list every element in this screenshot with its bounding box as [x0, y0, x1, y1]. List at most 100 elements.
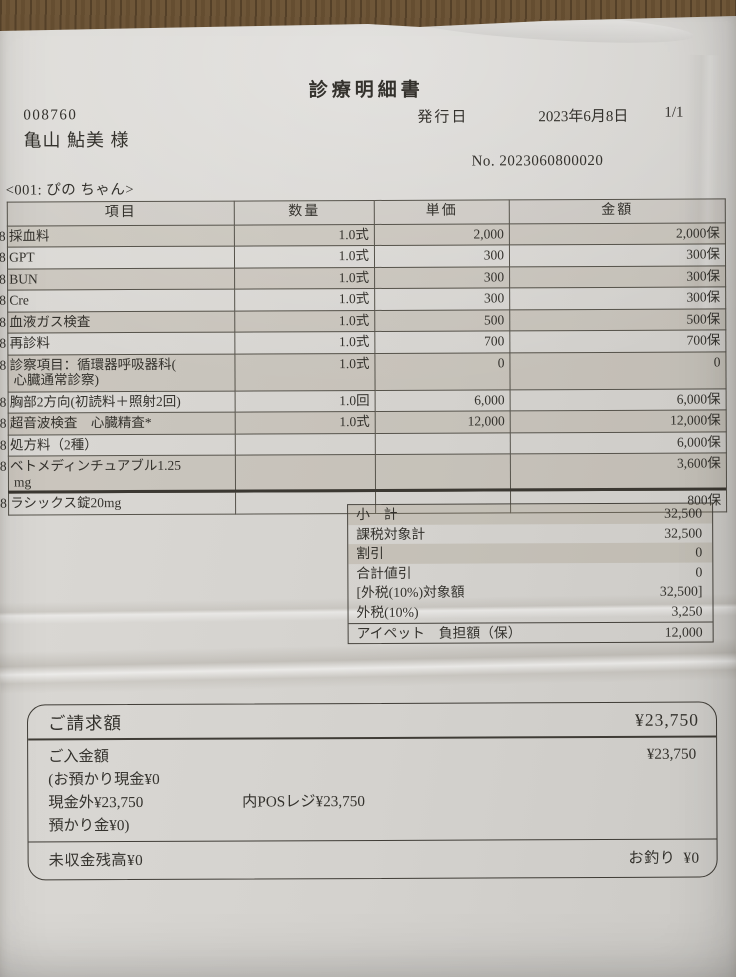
non-cash-amount: 現金外¥23,750 [48, 793, 144, 812]
item-cell: 06/08 GPT [0, 246, 235, 269]
amount-cell: 300保 [509, 244, 726, 267]
pos-register-amount: 内POSレジ¥23,750 [242, 793, 365, 811]
summary-row: [外税(10%)対象額 32,500] [348, 582, 712, 603]
table-row: 06/08 採血料 1.0式 2,000 2,000保 [0, 222, 726, 248]
item-cell: 06/08 再診料 [0, 332, 235, 355]
change-label: お釣り [628, 849, 676, 867]
patient-name: 亀山 鮎美 様 [23, 130, 130, 151]
table-body: 06/08 採血料 1.0式 2,000 2,000保 06/08 GPT 1.… [0, 222, 727, 515]
item-cell: 06/08 ベトメディンチュアブル1.25 mg [0, 455, 236, 494]
unit-price-cell [375, 454, 511, 492]
table-header-row: 項目 数量 単価 金額 [7, 198, 726, 227]
qty-cell: 1.0式 [234, 224, 375, 247]
issue-date: 2023年6月8日 [538, 108, 629, 126]
table-row: 06/08 再診料 1.0式 700 700保 [0, 330, 726, 355]
cash-deposit-line: (お預かり現金¥0 [48, 770, 160, 789]
received-amount: ¥23,750 [646, 745, 697, 763]
unit-price-cell: 300 [374, 245, 510, 268]
change-amount: ¥0 [683, 849, 700, 867]
amount-cell: 6,000保 [510, 431, 727, 455]
received-row: ご入金額 ¥23,750 [48, 743, 696, 769]
received-label: ご入金額 [48, 748, 109, 766]
unit-price-cell: 700 [374, 330, 510, 353]
summary-box: 小 計 32,500 課税対象計 32,500 割引 0 合計値引 [347, 502, 714, 645]
table-row: 06/08 処方料（2種） 6,000保 [0, 431, 727, 457]
qty-cell: 1.0式 [234, 352, 376, 391]
summary-label: 小 計 [356, 506, 398, 523]
summary-label: 外税(10%) [356, 604, 419, 621]
summary-label: 合計値引 [356, 565, 412, 581]
item-cell: 06/08 BUN [0, 267, 235, 291]
summary-row: 外税(10%) 3,250 [348, 601, 712, 622]
item-cell: 06/08 Cre [0, 289, 235, 312]
unit-price-cell: 6,000 [375, 389, 511, 412]
amount-cell: 6,000保 [510, 388, 727, 412]
column-header-unit-price: 単価 [374, 199, 510, 225]
footer-row: 未収金残高¥0 お釣り ¥0 [28, 838, 717, 880]
page-indicator: 1/1 [664, 104, 684, 121]
qty-cell: 1.0式 [234, 288, 375, 311]
amount-cell: 3,600保 [510, 453, 727, 492]
table-row: 06/08 Cre 1.0式 300 300保 [0, 287, 726, 312]
document-number: No. 2023060800020 [471, 152, 604, 170]
amount-cell: 300保 [509, 265, 726, 289]
unpaid-balance: 未収金残高¥0 [48, 851, 144, 870]
payment-box: ご請求額 ¥23,750 ご入金額 ¥23,750 (お預かり現金¥0 現金外¥… [26, 701, 718, 881]
item-cell: 06/08 胸部2方向(初読料＋照射2回) [0, 390, 236, 414]
change-group: お釣り ¥0 [620, 846, 699, 868]
table-row: 06/08 血液ガス検査 1.0式 500 500保 [0, 308, 726, 334]
summary-row: 小 計 32,500 [348, 503, 713, 525]
summary-label: 割引 [356, 546, 384, 562]
billed-label: ご請求額 [47, 713, 123, 734]
summary-row: 割引 0 [348, 542, 713, 564]
amount-cell: 2,000保 [509, 222, 726, 246]
summary-value: 32,500 [664, 525, 703, 541]
qty-cell [235, 433, 376, 456]
qty-cell: 1.0式 [234, 245, 375, 268]
unit-price-cell: 0 [374, 352, 511, 391]
item-cell: 06/08 処方料（2種） [0, 433, 236, 457]
amount-cell: 500保 [509, 308, 726, 331]
amount-cell: 12,000保 [510, 410, 727, 433]
payment-details: ご入金額 ¥23,750 (お預かり現金¥0 現金外¥23,750 内POSレジ… [28, 737, 716, 841]
qty-cell: 1.0式 [235, 411, 376, 434]
deposit-line: 預かり金¥0) [48, 817, 130, 835]
unit-price-cell [375, 432, 511, 455]
animal-id-line: <001: ぴの ちゃん> [5, 182, 135, 199]
summary-label: 課税対象計 [356, 526, 426, 542]
qty-cell: 1.0式 [234, 267, 375, 290]
unit-price-cell: 300 [374, 288, 510, 311]
qty-cell [235, 454, 376, 493]
item-cell: 06/08 血液ガス検査 [0, 310, 235, 334]
table-row: 06/08 GPT 1.0式 300 300保 [0, 244, 726, 269]
summary-value: 0 [695, 564, 703, 580]
amount-cell: 700保 [509, 330, 726, 353]
unit-price-cell: 2,000 [374, 223, 510, 246]
column-header-item: 項目 [7, 201, 235, 227]
line-items-table: 項目 数量 単価 金額 06/08 採血料 1.0式 2,000 2,000保 [0, 198, 728, 516]
summary-value: 12,000 [664, 624, 703, 640]
column-header-amount: 金額 [509, 198, 726, 224]
issue-date-label: 発行日 [417, 109, 469, 126]
unit-price-cell: 12,000 [375, 411, 511, 434]
summary-label: [外税(10%)対象額 [356, 584, 465, 601]
item-cell: 06/08 診察項目：循環器呼吸器科( 心臓通常診察) [0, 353, 236, 392]
table-row: 06/08 胸部2方向(初読料＋照射2回) 1.0回 6,000 6,000保 [0, 388, 727, 414]
unit-price-cell: 300 [374, 266, 510, 289]
item-cell: 06/08 採血料 [0, 225, 235, 248]
qty-cell: 1.0式 [234, 331, 375, 354]
amount-cell: 0 [509, 351, 727, 390]
summary-row: アイペット 負担額（保） 12,000 [348, 621, 713, 644]
summary-value: 3,250 [671, 603, 703, 619]
item-cell: 06/08 超音波検査 心臓精査* [0, 412, 236, 435]
qty-cell: 1.0式 [234, 310, 375, 333]
amount-cell: 300保 [509, 287, 726, 310]
summary-value: 32,500] [659, 583, 703, 600]
table-row: 06/08 診察項目：循環器呼吸器科( 心臓通常診察) 1.0式 0 0 [0, 351, 727, 392]
table-row: 06/08 超音波検査 心臓精査* 1.0式 12,000 12,000保 [0, 410, 727, 435]
slip-number: 008760 [23, 107, 78, 124]
summary-row: 合計値引 0 [348, 562, 712, 583]
